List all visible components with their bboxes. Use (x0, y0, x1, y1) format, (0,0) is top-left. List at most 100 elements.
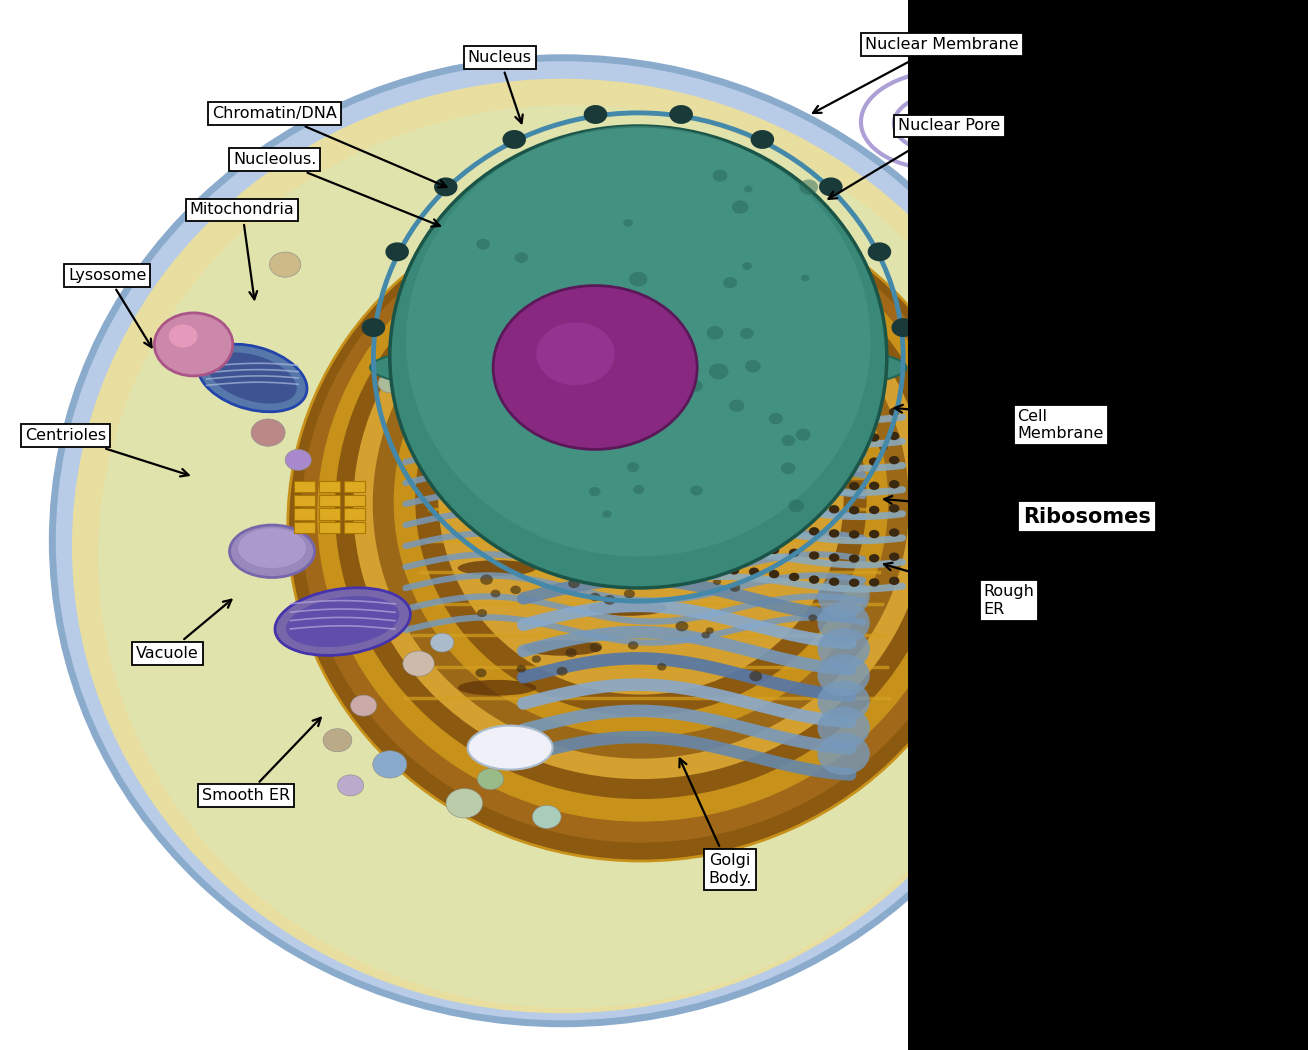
Circle shape (598, 388, 610, 398)
Circle shape (769, 413, 783, 424)
Bar (908, 0, 1308, 1050)
Circle shape (591, 381, 604, 392)
Circle shape (849, 458, 859, 466)
Circle shape (808, 430, 819, 439)
Circle shape (749, 671, 763, 681)
Ellipse shape (198, 344, 307, 412)
Circle shape (867, 243, 891, 261)
Ellipse shape (405, 126, 871, 556)
Circle shape (849, 482, 859, 490)
Circle shape (709, 397, 719, 405)
Circle shape (323, 729, 352, 752)
Circle shape (706, 627, 714, 634)
Circle shape (869, 554, 879, 563)
Circle shape (849, 506, 859, 514)
Circle shape (386, 243, 409, 261)
Circle shape (689, 519, 700, 527)
Circle shape (789, 476, 799, 484)
Circle shape (446, 789, 483, 818)
Text: Centrioles: Centrioles (25, 428, 188, 477)
Ellipse shape (286, 596, 399, 647)
Circle shape (668, 545, 679, 553)
Ellipse shape (523, 640, 602, 655)
Circle shape (746, 360, 761, 373)
Circle shape (477, 769, 504, 790)
Circle shape (751, 130, 774, 149)
Ellipse shape (468, 726, 552, 770)
Circle shape (620, 380, 640, 395)
Circle shape (480, 574, 493, 585)
Circle shape (829, 457, 840, 465)
Circle shape (849, 434, 859, 442)
Circle shape (869, 530, 879, 539)
Ellipse shape (238, 528, 306, 568)
Circle shape (789, 452, 799, 460)
Text: Chromatin/DNA: Chromatin/DNA (212, 106, 446, 188)
Circle shape (590, 643, 602, 652)
Circle shape (829, 433, 840, 441)
Circle shape (709, 469, 719, 478)
Circle shape (742, 262, 752, 270)
Circle shape (598, 352, 616, 366)
Circle shape (723, 277, 736, 289)
Bar (344, 495, 365, 506)
Circle shape (818, 602, 870, 644)
Circle shape (689, 422, 700, 430)
Circle shape (351, 695, 377, 716)
Circle shape (729, 421, 739, 429)
Text: Smooth ER: Smooth ER (201, 718, 320, 803)
Ellipse shape (390, 126, 887, 588)
Circle shape (849, 530, 859, 539)
Circle shape (769, 401, 780, 410)
Circle shape (556, 667, 568, 676)
Circle shape (668, 521, 679, 529)
Circle shape (477, 609, 487, 617)
Circle shape (729, 494, 739, 502)
Ellipse shape (301, 197, 981, 842)
Circle shape (729, 469, 739, 478)
Circle shape (761, 444, 769, 450)
Circle shape (373, 751, 407, 778)
Circle shape (531, 655, 542, 663)
Circle shape (802, 417, 810, 423)
Circle shape (769, 449, 780, 458)
Circle shape (829, 481, 840, 489)
Circle shape (701, 631, 710, 638)
Circle shape (551, 353, 562, 362)
Text: Lysosome: Lysosome (68, 268, 152, 348)
Circle shape (361, 318, 385, 337)
Circle shape (709, 421, 719, 429)
Ellipse shape (72, 79, 1053, 1013)
Text: Cell
Membrane: Cell Membrane (895, 405, 1104, 441)
Circle shape (285, 449, 311, 470)
Text: Nuclear Membrane: Nuclear Membrane (814, 37, 1019, 113)
Circle shape (869, 506, 879, 514)
Ellipse shape (370, 336, 906, 399)
Circle shape (661, 552, 670, 559)
Circle shape (689, 567, 700, 575)
Circle shape (568, 579, 579, 588)
Circle shape (624, 589, 634, 598)
Circle shape (889, 480, 900, 488)
Ellipse shape (589, 481, 667, 497)
Circle shape (649, 524, 659, 532)
Circle shape (729, 518, 739, 526)
Bar (319, 495, 340, 506)
Circle shape (789, 572, 799, 581)
Circle shape (532, 805, 561, 828)
Circle shape (769, 474, 780, 482)
Circle shape (689, 495, 700, 503)
Ellipse shape (438, 300, 844, 695)
Circle shape (560, 348, 577, 361)
Circle shape (849, 579, 859, 587)
Text: Rough
ER: Rough ER (884, 563, 1035, 616)
Circle shape (769, 522, 780, 530)
Ellipse shape (523, 520, 602, 536)
Circle shape (429, 429, 439, 439)
Circle shape (500, 395, 511, 404)
Circle shape (808, 527, 819, 536)
Circle shape (781, 392, 793, 401)
Circle shape (589, 487, 600, 497)
Bar (294, 495, 315, 506)
Circle shape (667, 549, 675, 555)
